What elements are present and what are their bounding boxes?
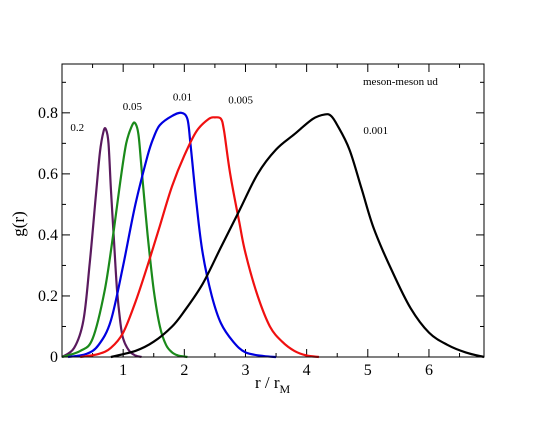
series-layer bbox=[61, 111, 485, 359]
x-tick-label: 4 bbox=[303, 362, 311, 379]
x-axis-label-subscript: M bbox=[280, 382, 291, 396]
y-tick-label: 0.8 bbox=[38, 105, 58, 122]
labels-layer: 1 2 3 4 5 6 0 0.2 0.4 0.6 0.8 0.2 0.05 0.01 0.005 0.001 bbox=[38, 92, 433, 379]
x-tick-label: 3 bbox=[241, 362, 249, 379]
series-line-0.001 bbox=[110, 113, 485, 359]
plot-frame bbox=[61, 63, 485, 358]
series-line-0.01 bbox=[67, 111, 277, 359]
series-label-0.05: 0.05 bbox=[123, 101, 143, 113]
y-tick-label: 0.6 bbox=[38, 166, 58, 183]
x-axis-label-main: r / r bbox=[255, 373, 280, 392]
series-label-0.005: 0.005 bbox=[228, 95, 253, 107]
series-label-0.001: 0.001 bbox=[363, 125, 388, 137]
series-line-0.2 bbox=[61, 127, 142, 359]
x-tick-label: 5 bbox=[364, 362, 372, 379]
x-axis-label: r / rM bbox=[255, 373, 291, 396]
y-axis-label: g(r) bbox=[9, 211, 28, 236]
x-tick-label: 1 bbox=[119, 362, 127, 379]
x-tick-label: 6 bbox=[425, 362, 433, 379]
y-tick-label: 0.2 bbox=[38, 288, 58, 305]
series-label-0.2: 0.2 bbox=[70, 122, 84, 134]
series-line-0.005 bbox=[80, 116, 320, 359]
y-tick-label: 0 bbox=[50, 349, 58, 366]
chart-annotation: meson-meson ud bbox=[363, 76, 438, 88]
series-label-0.01: 0.01 bbox=[173, 92, 192, 104]
series-line-0.05 bbox=[61, 121, 188, 359]
x-tick-label: 2 bbox=[180, 362, 188, 379]
y-tick-label: 0.4 bbox=[38, 227, 58, 244]
